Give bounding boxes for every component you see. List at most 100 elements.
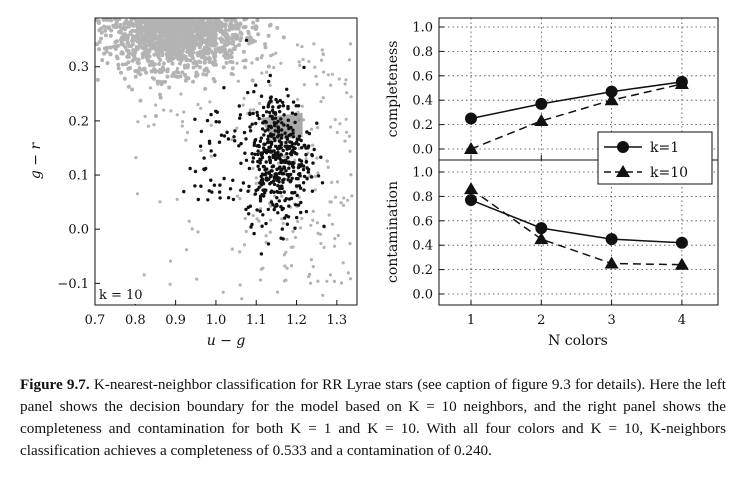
background-star-point [300,216,304,221]
rr-lyrae-point [297,134,302,138]
rr-lyrae-point [239,161,243,165]
background-star-point [221,290,225,294]
background-star-point [166,68,170,72]
background-star-point [289,245,293,249]
rr-lyrae-point [215,110,219,114]
background-star-point [134,156,138,160]
background-star-point [167,85,172,90]
rr-lyrae-point [275,196,279,200]
background-star-point [171,22,176,27]
background-star-point [319,58,324,62]
background-star-point [265,70,269,74]
background-star-point [145,43,150,48]
rr-lyrae-point [242,130,247,135]
background-star-point [207,60,212,64]
background-star-point [223,28,228,33]
background-star-point [134,45,138,49]
rr-lyrae-point [260,193,264,197]
background-star-point [161,67,166,72]
background-star-point [263,45,268,50]
background-star-point [136,57,141,62]
background-star-point [258,207,263,211]
background-star-point [149,41,153,46]
rr-lyrae-point [283,131,287,135]
background-star-point [309,258,313,262]
background-star-point [230,60,235,65]
background-star-point [199,106,203,110]
rr-lyrae-point [277,199,281,203]
background-star-point [196,53,200,58]
background-star-point [105,61,110,66]
background-star-point [114,54,119,59]
background-star-point [122,33,127,38]
background-star-point [231,72,235,77]
background-star-point [346,271,350,275]
background-star-point [261,266,265,270]
background-star-point [185,130,190,135]
data-point-triangle [604,93,619,106]
background-star-point [151,45,155,50]
background-star-point [285,237,289,241]
rr-lyrae-point [279,117,283,121]
x-tick-label: 1.1 [246,313,267,328]
background-star-point [325,159,329,163]
background-star-point [199,148,203,153]
rr-lyrae-point [267,79,271,84]
rr-lyrae-point [253,152,257,156]
background-star-point [316,171,320,175]
rr-lyrae-point [209,178,213,182]
rr-lyrae-point [291,128,295,132]
rr-lyrae-point [274,97,278,102]
rr-lyrae-point [262,133,266,137]
background-star-point [333,195,338,199]
background-star-point [167,21,172,25]
rr-lyrae-point [259,136,263,140]
background-star-point [242,243,247,247]
background-star-point [86,17,90,21]
rr-lyrae-point [267,155,272,159]
background-star-point [146,36,151,40]
background-star-point [344,117,348,121]
rr-lyrae-point [261,182,266,186]
background-star-point [97,40,102,45]
rr-lyrae-point [210,190,214,194]
background-star-point [237,43,241,47]
rr-lyrae-point [207,141,212,145]
rr-lyrae-point [296,104,301,108]
background-star-point [97,47,101,52]
background-star-point [250,25,255,30]
background-star-point [142,273,146,277]
background-star-point [282,154,286,158]
background-star-point [275,25,280,30]
rr-lyrae-point [312,147,316,152]
background-star-point [163,47,168,52]
background-star-point [241,59,245,63]
rr-lyrae-point [278,190,283,195]
background-star-point [89,45,93,49]
background-star-point [168,282,172,286]
background-star-point [148,86,152,90]
rr-lyrae-point [248,129,253,133]
rr-lyrae-point [275,167,279,171]
background-star-point [125,41,130,46]
series-line-k1 [470,81,683,120]
rr-lyrae-point [202,167,207,172]
rr-lyrae-point [306,170,310,174]
background-star-point [272,65,276,70]
rr-lyrae-point [291,135,296,139]
rr-lyrae-point [263,191,267,195]
rr-lyrae-point [276,156,280,160]
rr-lyrae-point [295,193,299,198]
background-star-point [137,66,141,70]
rr-lyrae-point [286,124,290,128]
background-star-point [279,61,283,65]
background-star-point [242,96,246,100]
rr-lyrae-point [281,148,285,153]
background-star-point [158,26,163,31]
rr-lyrae-point [291,142,295,146]
rr-lyrae-point [274,172,278,176]
background-star-point [151,21,155,26]
rr-lyrae-point [248,111,252,115]
background-star-point [333,244,337,248]
background-star-point [227,48,232,53]
